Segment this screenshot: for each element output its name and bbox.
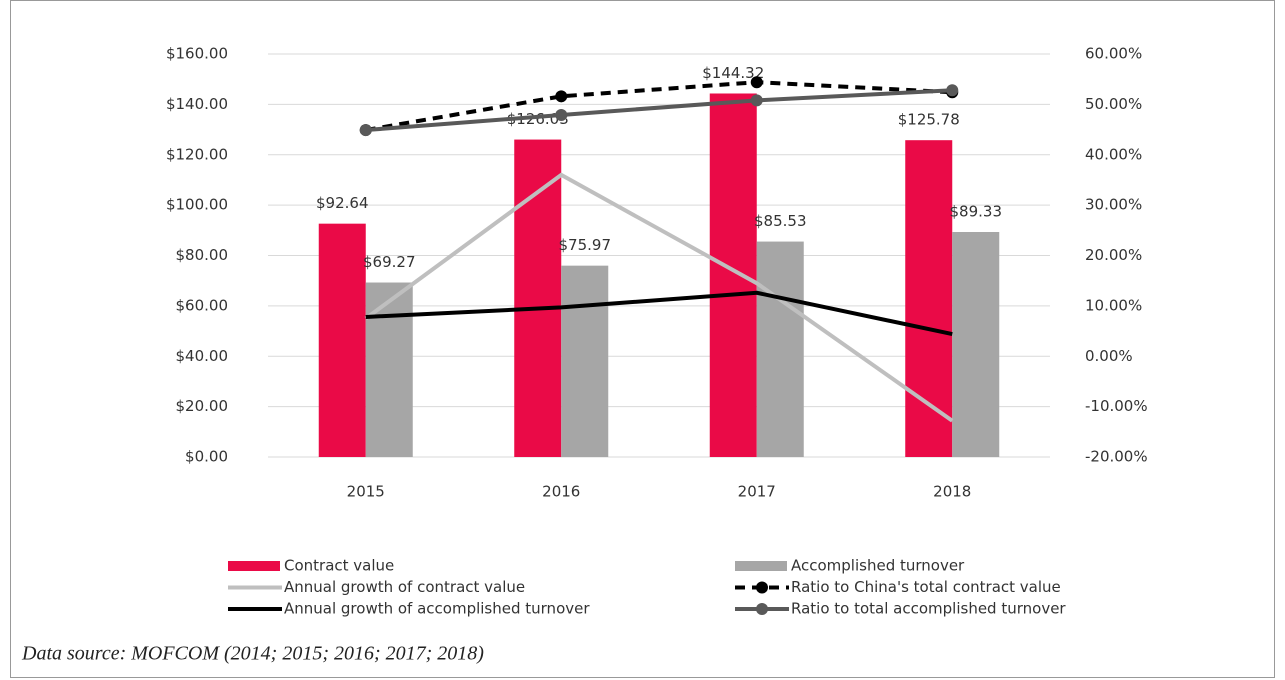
y-tick-label: $120.00 xyxy=(166,145,228,163)
legend-label: Ratio to China's total contract value xyxy=(791,578,1061,596)
y2-tick-label: -10.00% xyxy=(1085,397,1148,415)
data-label: $144.32 xyxy=(702,64,764,82)
y-tick-label: $80.00 xyxy=(176,246,229,264)
y2-tick-label: 40.00% xyxy=(1085,145,1142,163)
data-label: $92.64 xyxy=(316,194,369,212)
bar xyxy=(905,140,953,457)
y-tick-label: $20.00 xyxy=(176,397,229,415)
data-label: $69.27 xyxy=(363,253,416,271)
frame xyxy=(10,0,1275,678)
y2-tick-label: -20.00% xyxy=(1085,448,1148,466)
marker xyxy=(555,108,568,121)
line xyxy=(364,172,954,423)
y2-tick-label: 0.00% xyxy=(1085,347,1133,365)
bar xyxy=(514,139,562,457)
legend-swatch xyxy=(735,561,787,571)
marker xyxy=(359,124,372,137)
legend-label: Accomplished turnover xyxy=(791,557,965,575)
line xyxy=(365,88,953,133)
bar xyxy=(365,282,413,457)
legend-label: Annual growth of accomplished turnover xyxy=(284,600,590,618)
marker xyxy=(750,76,763,89)
legend-marker xyxy=(756,581,768,594)
y-tick-label: $40.00 xyxy=(176,347,229,365)
bar xyxy=(756,241,804,457)
legend-swatch xyxy=(228,561,280,571)
y2-tick-label: 20.00% xyxy=(1085,246,1142,264)
y2-tick-label: 50.00% xyxy=(1085,95,1142,113)
x-tick-label: 2018 xyxy=(933,483,971,501)
bar xyxy=(561,265,609,457)
data-label: $85.53 xyxy=(754,212,807,230)
x-tick-label: 2015 xyxy=(347,483,385,501)
y2-tick-label: 10.00% xyxy=(1085,296,1142,314)
bar xyxy=(709,93,757,457)
marker xyxy=(750,94,763,107)
legend-label: Contract value xyxy=(284,557,394,575)
y-tick-label: $160.00 xyxy=(166,45,228,63)
source-note: Data source: MOFCOM (2014; 2015; 2016; 2… xyxy=(21,643,484,665)
y2-tick-label: 30.00% xyxy=(1085,196,1142,214)
x-tick-label: 2017 xyxy=(738,483,776,501)
data-label: $125.78 xyxy=(898,111,960,129)
y-tick-label: $100.00 xyxy=(166,196,228,214)
y-tick-label: $60.00 xyxy=(176,296,229,314)
y2-tick-label: 60.00% xyxy=(1085,45,1142,63)
y-tick-label: $0.00 xyxy=(185,448,228,466)
legend-marker xyxy=(756,603,768,615)
legend-label: Ratio to total accomplished turnover xyxy=(791,600,1066,618)
data-label: $75.97 xyxy=(559,236,612,254)
legend-label: Annual growth of contract value xyxy=(284,578,525,596)
line xyxy=(365,80,953,133)
bar xyxy=(952,232,1000,457)
line xyxy=(365,290,953,337)
x-tick-label: 2016 xyxy=(542,483,580,501)
data-label: $89.33 xyxy=(950,203,1003,221)
y-tick-label: $140.00 xyxy=(166,95,228,113)
marker xyxy=(555,90,568,103)
bar xyxy=(318,223,366,457)
marker xyxy=(946,84,959,97)
